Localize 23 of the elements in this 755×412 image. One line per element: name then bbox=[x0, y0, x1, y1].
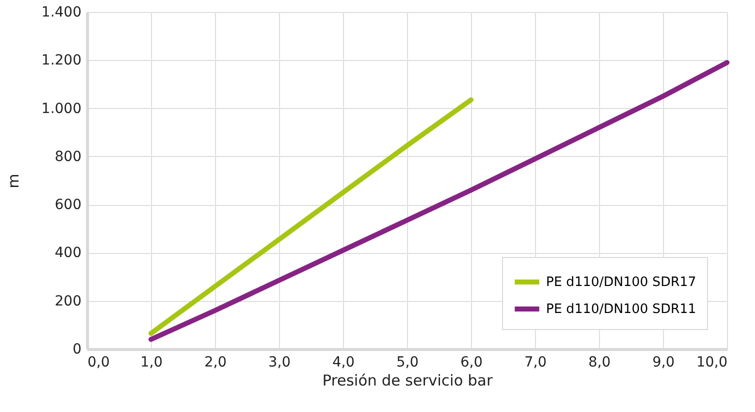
y-tick-label: 0 bbox=[72, 342, 82, 358]
x-tick-label: 10,0 bbox=[696, 354, 728, 370]
y-tick-label: 600 bbox=[54, 197, 82, 214]
x-tick-label: 2,0 bbox=[204, 354, 227, 370]
x-tick-label: 6,0 bbox=[460, 354, 483, 370]
y-tick-label: 1.200 bbox=[41, 52, 82, 69]
x-tick-label: 0,0 bbox=[88, 354, 110, 370]
y-tick-label: 1.000 bbox=[41, 100, 82, 117]
x-tick-label: 7,0 bbox=[524, 354, 547, 370]
legend-label: PE d110/DN100 SDR11 bbox=[546, 302, 696, 317]
x-tick-label: 4,0 bbox=[332, 354, 355, 370]
y-tick-label: 800 bbox=[54, 148, 82, 165]
legend-label: PE d110/DN100 SDR17 bbox=[546, 275, 696, 290]
y-tick-label: 400 bbox=[54, 245, 82, 262]
y-tick-label: 1.400 bbox=[41, 4, 82, 20]
x-tick-label: 1,0 bbox=[140, 354, 163, 370]
x-tick-label: 5,0 bbox=[396, 354, 419, 370]
y-tick-label: 200 bbox=[54, 293, 82, 310]
x-tick-label: 3,0 bbox=[268, 354, 291, 370]
x-tick-label: 8,0 bbox=[588, 354, 611, 370]
x-axis-title: Presión de servicio bar bbox=[322, 372, 494, 390]
y-axis-title: m bbox=[4, 174, 22, 188]
x-tick-label: 9,0 bbox=[652, 354, 675, 370]
